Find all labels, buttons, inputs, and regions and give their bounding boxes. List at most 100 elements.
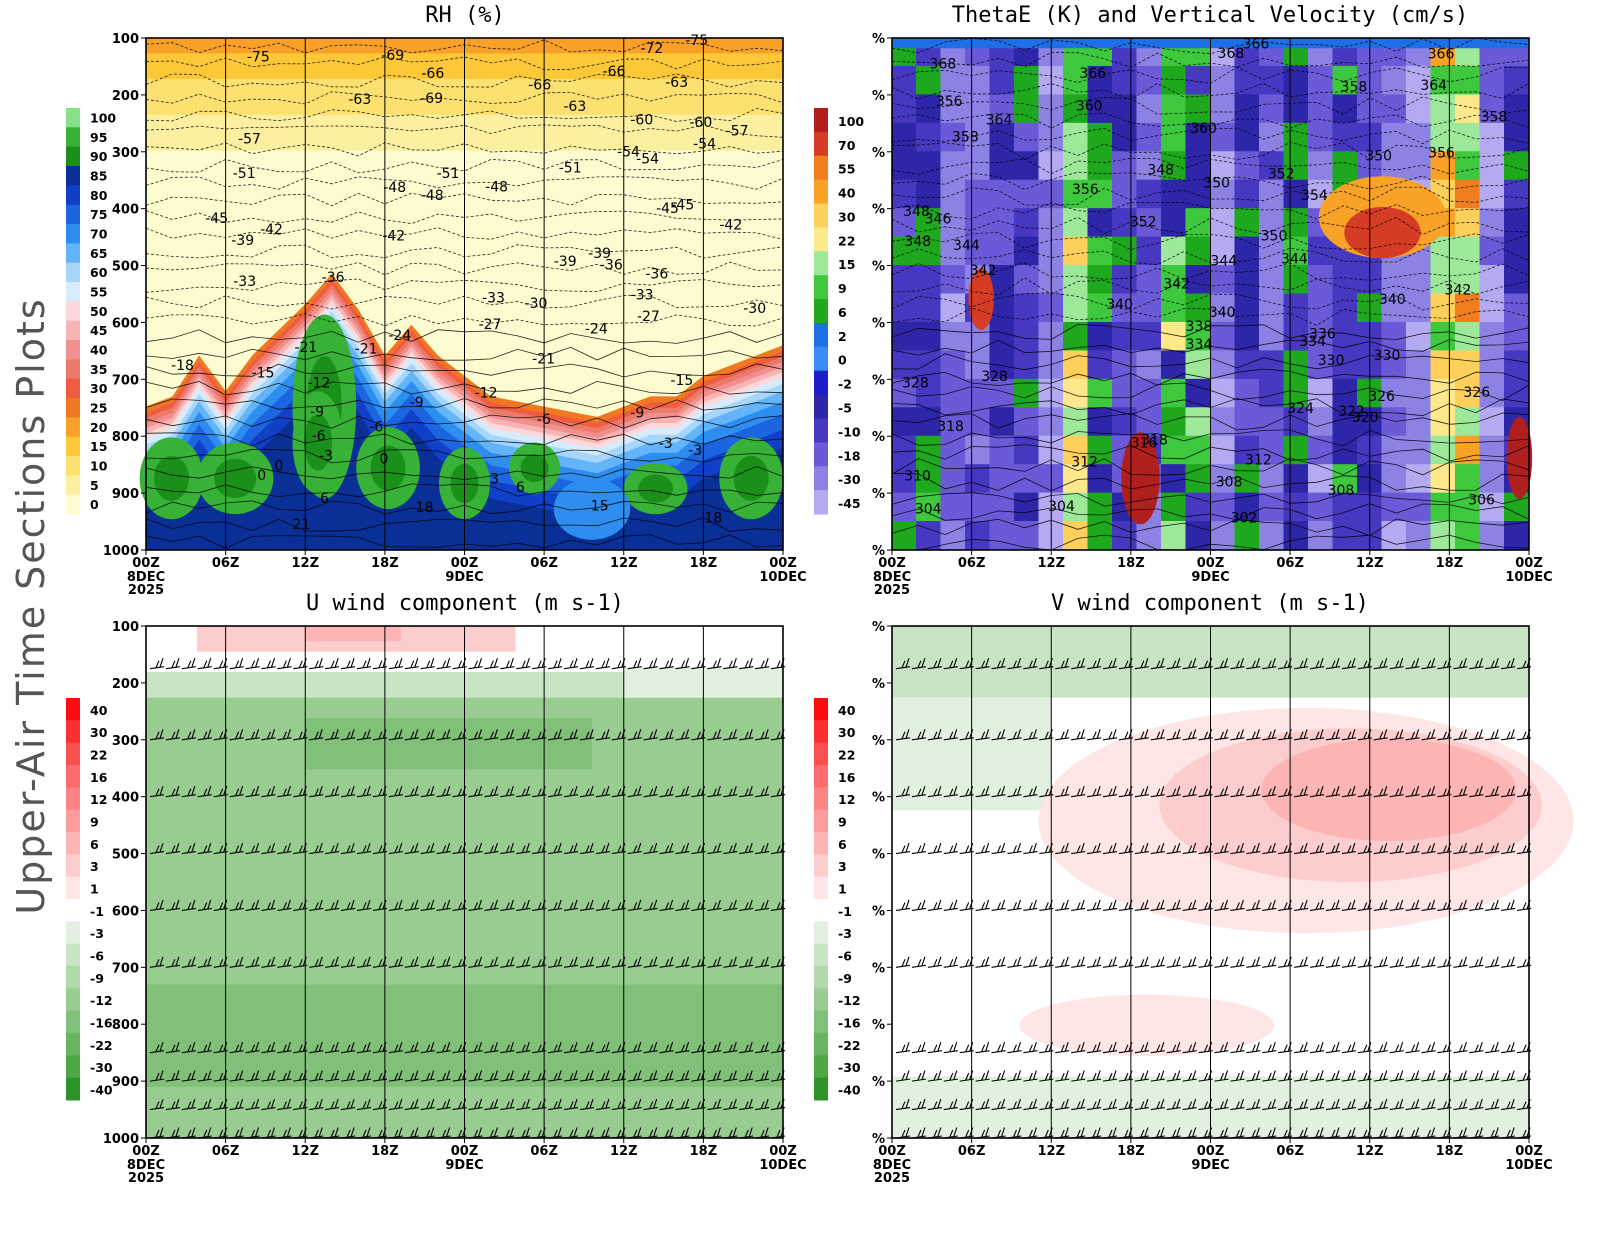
wind-barb [755,729,770,741]
wind-barb [595,1041,610,1054]
wind-barb [197,899,212,911]
wind-barb [388,842,403,855]
wind-barb [1055,1041,1070,1054]
x-tick-label: 00Z [1515,556,1543,571]
wind-barb [1071,657,1086,670]
x-tick-label: 18Z [690,556,718,571]
wind-barb [1294,842,1309,855]
wind-barb [1214,657,1229,670]
contour-label: -75 [685,33,708,49]
wind-barb [1007,956,1022,968]
wind-barb [1055,729,1070,741]
wind-barb [341,785,356,798]
wind-barb [1071,899,1086,911]
colorbar-label: 55 [838,162,855,177]
wind-barb [927,899,942,911]
contour-label: 18 [416,500,434,516]
wind-barb [484,899,499,911]
contour-label: -69 [420,91,443,107]
colorbar-label: 16 [90,770,108,785]
colorbar-label: 3 [838,859,847,874]
wind-barb [895,1098,911,1111]
wind-barb [325,785,340,798]
colorbar-swatch [814,251,828,276]
wind-barb [1230,899,1245,911]
colorbar-swatch [814,131,828,157]
wind-barb [341,1041,356,1054]
wind-barb [468,1070,483,1082]
wind-barb [643,1070,658,1082]
contour-label: 0 [257,468,266,484]
colorbar-swatch [66,378,80,399]
wind-barb [1373,899,1388,911]
wind-barb [1309,785,1325,798]
contour-label: -36 [322,270,345,286]
wind-barb [675,956,690,968]
wind-barb [1262,956,1277,968]
wind-barb [927,657,942,670]
y-tick-label: 1000 [103,1132,139,1147]
colorbar-label: -3 [838,926,852,941]
contour-label: 358 [952,129,979,145]
contour-label: 318 [1141,433,1168,449]
contour-label: 336 [1309,327,1336,343]
contour-label: 308 [1328,483,1355,499]
wind-barb [1071,1070,1086,1082]
contour-label: 344 [953,238,980,254]
wind-barb [659,1070,674,1082]
contour-label: 308 [1216,475,1243,491]
colorbar-swatch [814,299,828,324]
contour-label: -51 [437,166,460,182]
colorbar-label: 30 [90,725,108,740]
wind-barb [356,785,372,798]
contour-label: 356 [936,94,963,110]
wind-barb [325,956,340,968]
y-tick-label: % [872,430,885,445]
contour-label: 302 [1231,511,1258,527]
wind-barb [1134,785,1149,798]
wind-barb [1134,842,1149,855]
colorbar-swatch [66,765,80,788]
y-tick-label: 600 [112,316,139,331]
thetae-panel: ThetaE (K) and Vertical Velocity (cm/s) … [810,0,1580,600]
wind-barb [1485,657,1500,670]
wind-barb [975,657,990,670]
x-date-label: 10DEC [1505,1158,1552,1173]
y-tick-label: 100 [112,32,139,47]
wind-barb [1405,899,1420,911]
wind-barb [895,842,911,855]
wind-barb [277,729,292,741]
wind-barb [991,785,1006,798]
colorbar-swatch [814,988,828,1012]
contour-label: 330 [1374,348,1401,364]
y-tick-label: 200 [112,89,139,104]
wind-barb [1262,1098,1277,1111]
y-tick-label: % [872,260,885,275]
wind-barb [1230,1070,1245,1082]
contour-label: -51 [559,160,582,176]
wind-barb [1007,899,1022,911]
contour-label: -42 [719,218,742,234]
wind-barb [739,956,754,968]
wind-barb [548,657,563,670]
x-tick-label: 12Z [1037,556,1065,571]
wind-barb [1501,657,1516,670]
colorbar-label: 50 [90,304,108,319]
wind-barb [436,729,451,741]
wind-barb [707,956,722,968]
colorbar-swatch [66,966,80,989]
wind-barb [1246,729,1261,741]
colorbar-swatch [814,442,828,467]
wind-barb [484,956,499,968]
wind-barb [1102,1070,1118,1082]
wind-barb [356,956,372,968]
contour-label: -63 [665,75,688,91]
wind-barb [1341,657,1356,670]
wind-barb [1134,1041,1149,1054]
contour-label: 6 [516,480,525,496]
wind-barb [1485,842,1500,855]
wind-barb [404,1041,419,1054]
contour-label: 348 [1147,162,1174,178]
wind-barb [1087,729,1102,741]
wind-barb [723,956,738,968]
